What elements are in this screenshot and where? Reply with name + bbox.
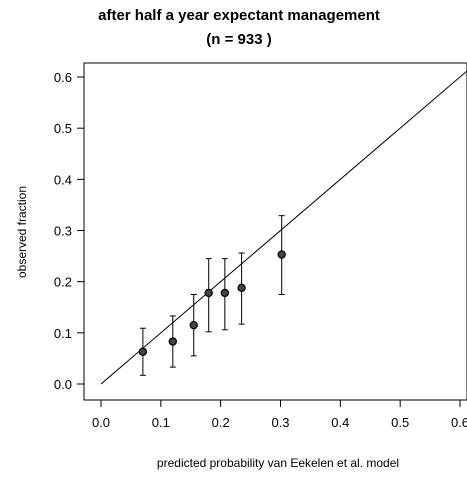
data-point [204,288,213,298]
y-tick-label: 0.2 [54,275,72,290]
x-tick-label: 0.3 [271,415,289,430]
points-layer [138,215,286,376]
y-tick-label: 0.3 [54,224,72,239]
data-point-group [138,327,148,376]
x-tick-label: 0.5 [391,415,409,430]
data-point [189,320,198,330]
y-tick-label: 0.6 [54,70,72,85]
plot-frame [83,62,467,401]
chart-title-line2: (n = 933 ) [206,31,271,48]
x-tick-label: 0.1 [152,415,170,430]
data-point-group [237,252,246,325]
data-point [237,283,246,293]
x-tick-label: 0.6 [451,415,467,430]
data-point [168,337,177,346]
data-point-group [168,315,177,368]
data-point-group [220,258,230,331]
data-point [220,288,230,298]
y-tick-label: 0.4 [54,172,72,187]
x-axis: 0.0 0.1 0.2 0.3 0.4 0.5 0.6 [92,400,467,430]
y-axis-label: observed fraction [15,186,29,278]
x-tick-label: 0.4 [331,415,349,430]
y-tick-label: 0.5 [54,121,72,136]
x-tick-label: 0.2 [212,415,230,430]
chart-title-line1: after half a year expectant management [98,7,380,24]
x-tick-label: 0.0 [92,415,110,430]
y-tick-label: 0.1 [54,326,72,341]
data-point-group [189,293,198,357]
data-point [138,347,148,356]
data-point-group [204,258,213,333]
reference-line-layer [100,70,467,385]
x-axis-label: predicted probability van Eekelen et al.… [157,456,399,470]
y-axis: 0.0 0.1 0.2 0.3 0.4 0.5 0.6 [54,70,84,392]
data-point [277,250,286,259]
y-tick-label: 0.0 [54,377,72,392]
data-point-group [277,215,286,295]
reference-line [100,70,467,385]
